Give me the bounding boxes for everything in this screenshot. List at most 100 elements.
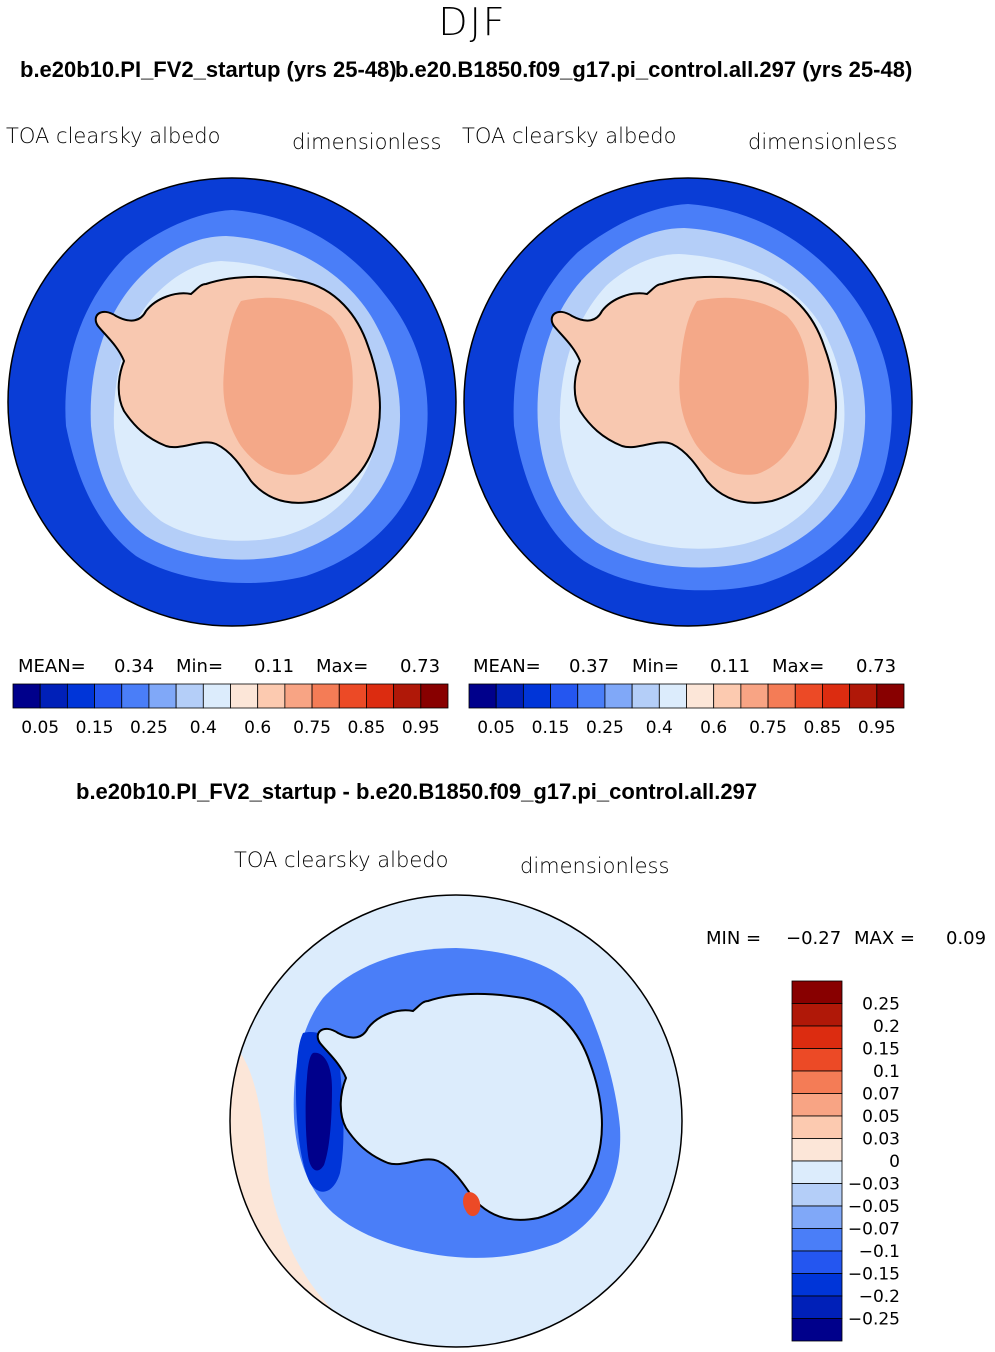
run2-colorbar-swatch [767, 683, 796, 709]
diff-title: b.e20b10.PI_FV2_startup - b.e20.B1850.f0… [76, 779, 758, 804]
run1-colorbar-tick: 0.85 [348, 718, 386, 738]
diff-colorbar-swatch [791, 1115, 843, 1139]
run1-colorbar-swatch [230, 683, 259, 709]
run1-colorbar-tick: 0.75 [293, 718, 331, 738]
run1-map-border [7, 177, 457, 627]
run2-map-border [463, 177, 913, 627]
run1-colorbar-swatch [420, 683, 449, 709]
run2-colorbar-tick: 0.6 [700, 718, 727, 738]
run2-colorbar-swatch [631, 683, 660, 709]
run1-colorbar-swatch [202, 683, 231, 709]
diff-min-label: MIN = [706, 928, 762, 949]
diff-units-label: dimensionless [520, 854, 670, 878]
run2-colorbar-swatch [686, 683, 715, 709]
diff-min-value: −0.27 [786, 928, 842, 949]
diff-colorbar-swatch [791, 1138, 843, 1162]
diff-colorbar-tick: −0.1 [859, 1242, 900, 1262]
run1-colorbar-tick: 0.6 [244, 718, 271, 738]
run2-colorbar-swatch [713, 683, 742, 709]
diff-colorbar-tick: 0.07 [862, 1085, 900, 1105]
run2-colorbar-swatch [495, 683, 524, 709]
run2-colorbar-swatch [577, 683, 606, 709]
run1-colorbar-swatch [39, 683, 68, 709]
diff-colorbar-tick: −0.15 [848, 1265, 900, 1285]
diff-colorbar-tick: −0.07 [848, 1220, 900, 1240]
run2-max-label: Max= [772, 656, 825, 677]
run1-colorbar-tick: 0.15 [76, 718, 114, 738]
run2-units-label: dimensionless [748, 130, 898, 154]
diff-colorbar-tick: −0.03 [848, 1175, 900, 1195]
run1-colorbar: 0.05 0.15 0.25 0.4 0.6 0.75 0.85 0.95 [12, 683, 449, 738]
diff-map-border [229, 894, 683, 1348]
run1-colorbar-swatch [311, 683, 340, 709]
run2-colorbar-tick: 0.75 [749, 718, 787, 738]
run2-min-value: 0.11 [710, 656, 751, 677]
run2-colorbar-swatch [794, 683, 823, 709]
run2-colorbar-tick: 0.15 [532, 718, 570, 738]
run1-colorbar-swatch [366, 683, 395, 709]
run2-max-value: 0.73 [856, 656, 897, 677]
diff-colorbar-swatch [791, 1228, 843, 1252]
diff-colorbar-swatch [791, 1205, 843, 1229]
run2-mean-label: MEAN= [473, 656, 541, 677]
diff-colorbar-swatch [791, 1048, 843, 1072]
diff-colorbar-tick: −0.25 [848, 1310, 900, 1330]
diff-positive-spot [463, 1192, 481, 1217]
diff-colorbar-tick: 0.2 [873, 1017, 900, 1037]
run2-colorbar-swatch [550, 683, 579, 709]
run1-max-value: 0.73 [400, 656, 441, 677]
diff-colorbar-swatch [791, 980, 843, 1004]
diff-darkest-negative-core [305, 1052, 332, 1171]
run1-colorbar-swatch [12, 683, 41, 709]
diff-colorbar-tick: 0.05 [862, 1107, 900, 1127]
run1-title: b.e20b10.PI_FV2_startup (yrs 25-48) [20, 57, 397, 82]
diff-colorbar-swatch [791, 1183, 843, 1207]
run1-colorbar-tick: 0.95 [402, 718, 440, 738]
run1-ice-sheet-interior [223, 297, 353, 475]
diff-colorbar-tick: 0.03 [862, 1130, 900, 1150]
run2-colorbar-swatch [604, 683, 633, 709]
diff-colorbar-swatch [791, 1070, 843, 1094]
run1-colorbar-swatch [94, 683, 123, 709]
run1-colorbar-swatch [257, 683, 286, 709]
diff-colorbar-swatch [791, 1003, 843, 1027]
run2-colorbar-swatch [740, 683, 769, 709]
run1-min-label: Min= [176, 656, 224, 677]
diff-colorbar-swatch [791, 1273, 843, 1297]
diff-max-value: 0.09 [946, 928, 987, 949]
run1-colorbar-swatch [284, 683, 313, 709]
run1-colorbar-swatch [66, 683, 95, 709]
run1-colorbar-tick: 0.25 [130, 718, 168, 738]
diff-antarctica [316, 992, 603, 1221]
diff-colorbar-swatch [791, 1025, 843, 1049]
diff-colorbar-swatch [791, 1318, 843, 1342]
run1-units-label: dimensionless [292, 130, 442, 154]
diff-colorbar-swatch [791, 1250, 843, 1274]
run2-colorbar-tick: 0.85 [804, 718, 842, 738]
run2-colorbar-swatch [468, 683, 497, 709]
diff-colorbar-tick: −0.05 [848, 1197, 900, 1217]
diff-colorbar-tick: 0.1 [873, 1062, 900, 1082]
season-title: DJF [438, 0, 507, 44]
diff-colorbar-tick: −0.2 [859, 1287, 900, 1307]
run1-min-value: 0.11 [254, 656, 295, 677]
diff-variable-label: TOA clearsky albedo [234, 848, 449, 872]
diff-colorbar-tick: 0 [889, 1152, 900, 1172]
diff-colorbar-swatch [791, 1295, 843, 1319]
run1-variable-label: TOA clearsky albedo [6, 124, 221, 148]
diff-colorbar: 0.250.2 0.150.1 0.070.05 0.030 −0.03−0.05 −0.… [791, 980, 900, 1342]
run2-colorbar-swatch [822, 683, 851, 709]
run2-variable-label: TOA clearsky albedo [462, 124, 677, 148]
run1-max-label: Max= [316, 656, 369, 677]
run1-colorbar-swatch [148, 683, 177, 709]
run2-colorbar-swatch [658, 683, 687, 709]
run2-colorbar-tick: 0.95 [858, 718, 896, 738]
diff-colorbar-tick: 0.25 [862, 995, 900, 1015]
run2-min-label: Min= [632, 656, 680, 677]
run2-mean-value: 0.37 [569, 656, 610, 677]
run1-colorbar-swatch [121, 683, 150, 709]
run2-colorbar-tick: 0.4 [646, 718, 673, 738]
diff-colorbar-swatch [791, 1160, 843, 1184]
run2-map [463, 177, 913, 627]
diff-map [229, 894, 683, 1348]
